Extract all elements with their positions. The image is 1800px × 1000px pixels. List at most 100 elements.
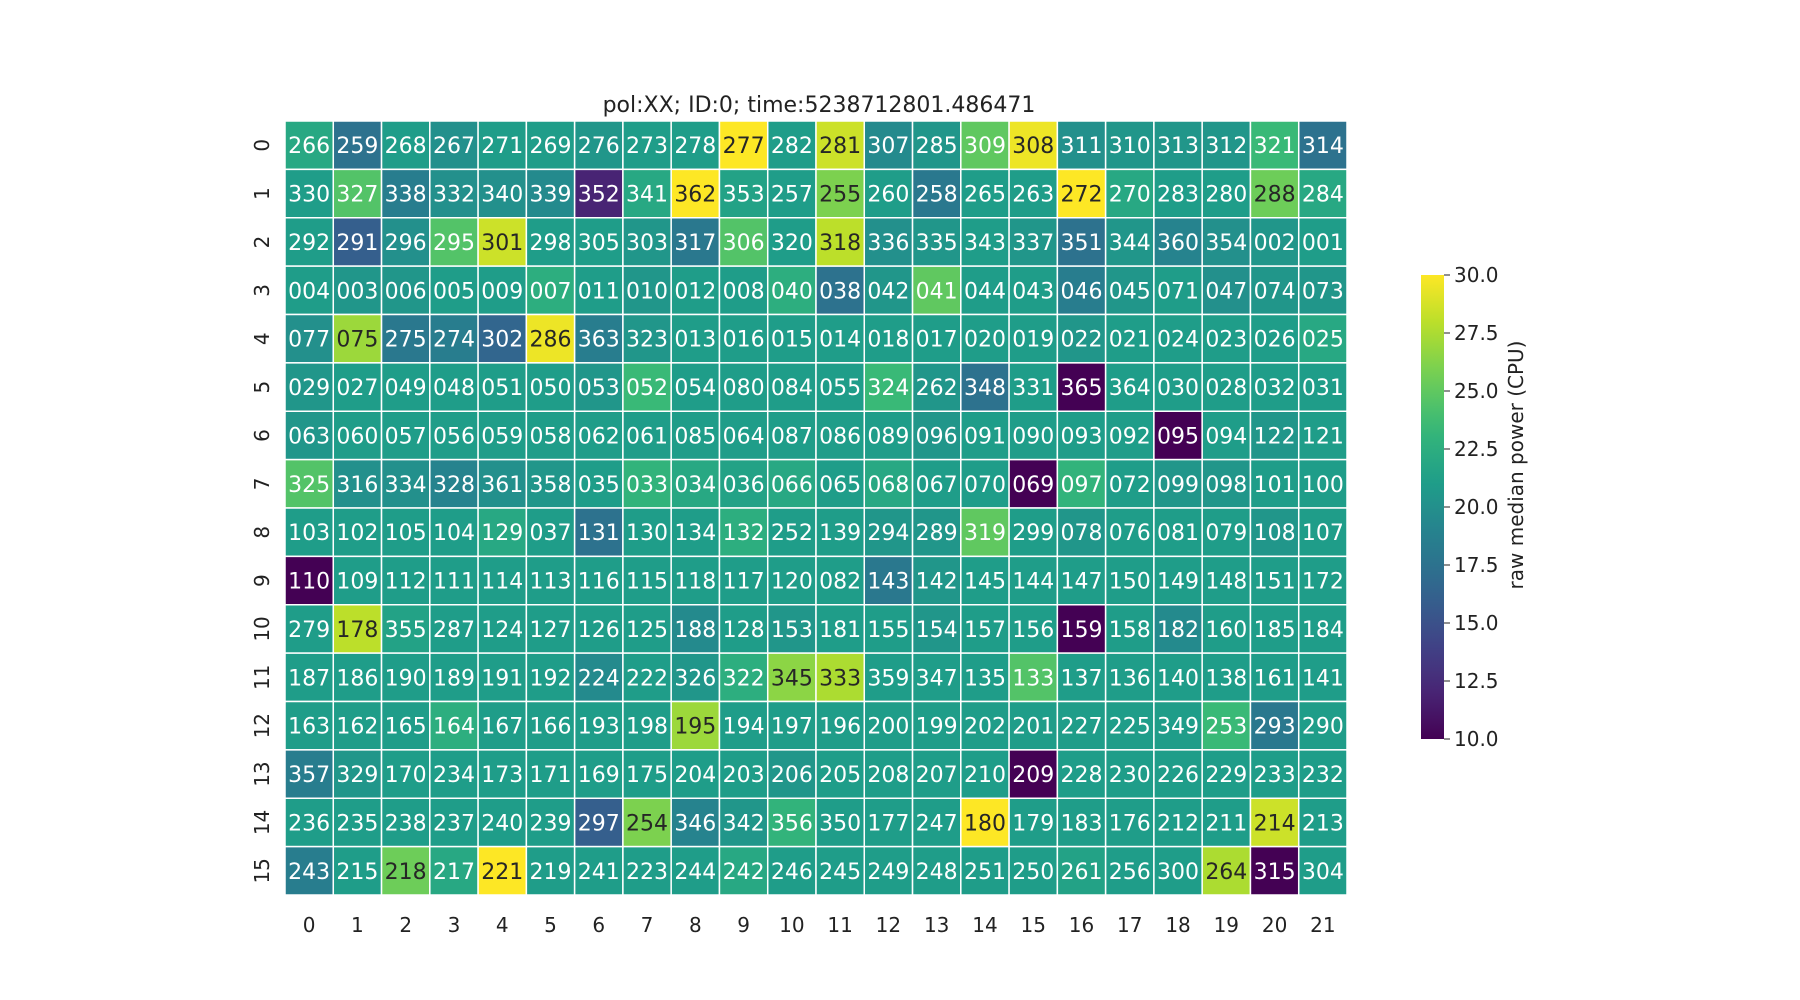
heatmap-cell xyxy=(525,458,576,509)
x-tick-label: 14 xyxy=(972,913,997,937)
cell-label: 352 xyxy=(578,183,620,208)
heatmap-cell xyxy=(863,410,914,461)
heatmap-cell xyxy=(670,168,721,219)
cell-label: 022 xyxy=(1061,328,1103,353)
cell-label: 041 xyxy=(916,279,958,304)
cell-label: 060 xyxy=(336,424,378,449)
heatmap-cell xyxy=(1056,845,1107,896)
x-tick-label: 19 xyxy=(1214,913,1239,937)
cell-label: 137 xyxy=(1061,666,1103,691)
cell-label: 142 xyxy=(916,570,958,595)
cell-label: 335 xyxy=(916,231,958,256)
heatmap-cell xyxy=(911,845,962,896)
cell-label: 302 xyxy=(481,328,523,353)
cell-label: 249 xyxy=(867,860,909,885)
heatmap-cell xyxy=(284,458,335,509)
cell-label: 365 xyxy=(1061,376,1103,401)
cell-label: 068 xyxy=(867,473,909,498)
cell-label: 121 xyxy=(1302,424,1344,449)
cell-label: 052 xyxy=(626,376,668,401)
heatmap-cell xyxy=(1104,410,1155,461)
cell-label: 044 xyxy=(964,279,1006,304)
heatmap-cell xyxy=(525,362,576,412)
heatmap-cell xyxy=(380,845,431,896)
cell-label: 154 xyxy=(916,618,958,643)
cell-label: 073 xyxy=(1302,279,1344,304)
cell-label: 045 xyxy=(1109,279,1151,304)
y-tick-label: 11 xyxy=(250,665,274,690)
x-tick-label: 21 xyxy=(1310,913,1335,937)
heatmap-cell xyxy=(766,410,817,461)
cell-label: 218 xyxy=(385,860,427,885)
cell-label: 346 xyxy=(674,811,716,836)
heatmap-cell xyxy=(284,555,335,606)
heatmap-cell xyxy=(1249,797,1300,848)
heatmap-cell xyxy=(718,749,769,799)
cell-label: 246 xyxy=(771,860,813,885)
heatmap-cell xyxy=(622,265,672,316)
heatmap-cell xyxy=(960,265,1010,316)
cell-label: 032 xyxy=(1254,376,1296,401)
cell-label: 315 xyxy=(1254,860,1296,885)
x-tick-label: 3 xyxy=(448,913,461,937)
cell-label: 349 xyxy=(1157,715,1199,740)
cell-label: 189 xyxy=(433,666,475,691)
cell-label: 279 xyxy=(288,618,330,643)
colorbar-tick-label: 25.0 xyxy=(1454,379,1499,403)
heatmap-cell xyxy=(863,265,914,316)
cell-label: 337 xyxy=(1012,231,1054,256)
x-tick-label: 9 xyxy=(737,913,750,937)
cell-label: 098 xyxy=(1205,473,1247,498)
cell-label: 314 xyxy=(1302,134,1344,159)
cell-label: 096 xyxy=(916,424,958,449)
heatmap-cell xyxy=(863,362,914,412)
heatmap-cell xyxy=(332,120,383,171)
x-tick-label: 2 xyxy=(399,913,412,937)
colorbar-tick-label: 17.5 xyxy=(1454,553,1499,577)
cell-label: 281 xyxy=(819,134,861,159)
cell-label: 157 xyxy=(964,618,1006,643)
y-tick-label: 3 xyxy=(250,284,274,297)
cell-label: 126 xyxy=(578,618,620,643)
heatmap-cell xyxy=(525,797,576,848)
cell-label: 330 xyxy=(288,183,330,208)
cell-label: 318 xyxy=(819,231,861,256)
cell-label: 117 xyxy=(723,570,765,595)
cell-label: 059 xyxy=(481,424,523,449)
cell-label: 186 xyxy=(336,666,378,691)
cell-label: 324 xyxy=(867,376,909,401)
heatmap-cell xyxy=(1104,652,1155,703)
cell-label: 061 xyxy=(626,424,668,449)
colorbar-gradient xyxy=(1421,275,1444,739)
heatmap-cell xyxy=(911,313,962,364)
cell-label: 359 xyxy=(867,666,909,691)
cell-label: 209 xyxy=(1012,763,1054,788)
heatmap-cell xyxy=(429,217,479,267)
cell-label: 305 xyxy=(578,231,620,256)
cell-label: 004 xyxy=(288,279,330,304)
cell-label: 090 xyxy=(1012,424,1054,449)
cell-label: 036 xyxy=(723,473,765,498)
cell-label: 081 xyxy=(1157,521,1199,546)
cell-label: 207 xyxy=(916,763,958,788)
cell-label: 268 xyxy=(385,134,427,159)
cell-label: 148 xyxy=(1205,570,1247,595)
heatmap-cell xyxy=(525,507,576,558)
cell-label: 264 xyxy=(1205,860,1247,885)
cell-label: 030 xyxy=(1157,376,1199,401)
cell-label: 087 xyxy=(771,424,813,449)
cell-label: 340 xyxy=(481,183,523,208)
y-tick-label: 2 xyxy=(250,236,274,249)
cell-label: 191 xyxy=(481,666,523,691)
heatmap-cell xyxy=(332,410,383,461)
heatmap-cell xyxy=(284,700,335,751)
cell-label: 269 xyxy=(530,134,572,159)
cell-label: 190 xyxy=(385,666,427,691)
cell-label: 132 xyxy=(723,521,765,546)
heatmap-cell xyxy=(332,362,383,412)
cell-label: 320 xyxy=(771,231,813,256)
cell-label: 069 xyxy=(1012,473,1054,498)
cell-label: 219 xyxy=(530,860,572,885)
cell-label: 283 xyxy=(1157,183,1199,208)
heatmap-cell xyxy=(815,507,866,558)
